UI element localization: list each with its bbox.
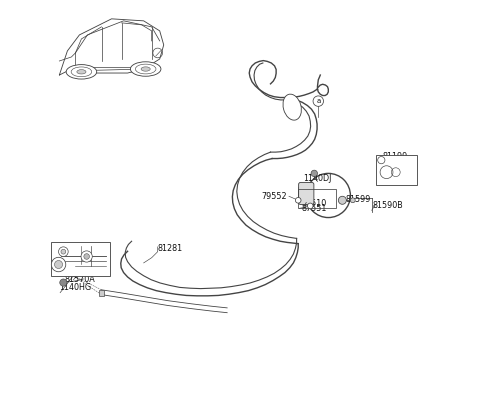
Text: 81199: 81199 [383, 152, 408, 161]
Text: 69510: 69510 [301, 199, 326, 208]
Circle shape [55, 260, 62, 269]
Text: 81275: 81275 [55, 269, 80, 278]
Ellipse shape [66, 65, 96, 79]
Ellipse shape [141, 67, 150, 71]
Text: 81599: 81599 [345, 195, 371, 204]
FancyBboxPatch shape [376, 155, 417, 186]
Circle shape [308, 203, 313, 209]
Text: 81570A: 81570A [64, 275, 95, 284]
Text: 1140DJ: 1140DJ [303, 174, 331, 183]
Circle shape [60, 279, 67, 286]
Text: 81281: 81281 [158, 244, 183, 253]
Circle shape [338, 196, 347, 204]
Ellipse shape [283, 94, 301, 120]
Text: 87551: 87551 [301, 204, 326, 213]
FancyBboxPatch shape [99, 290, 104, 296]
Circle shape [81, 251, 92, 262]
Circle shape [350, 198, 355, 203]
Ellipse shape [131, 62, 161, 76]
Text: 1140HG: 1140HG [60, 283, 92, 292]
FancyBboxPatch shape [299, 182, 314, 204]
FancyBboxPatch shape [51, 242, 109, 276]
Ellipse shape [71, 67, 92, 77]
Text: 81575: 81575 [55, 247, 80, 256]
Circle shape [295, 197, 301, 203]
Text: 81590B: 81590B [372, 201, 403, 210]
Circle shape [61, 249, 66, 254]
Ellipse shape [77, 70, 86, 74]
Circle shape [311, 170, 317, 177]
Text: 79552: 79552 [262, 192, 288, 201]
Circle shape [59, 247, 68, 256]
Circle shape [51, 257, 66, 272]
Text: a: a [379, 158, 383, 163]
Text: a: a [316, 98, 321, 104]
Circle shape [84, 254, 89, 259]
Ellipse shape [135, 64, 156, 74]
Circle shape [306, 173, 350, 218]
